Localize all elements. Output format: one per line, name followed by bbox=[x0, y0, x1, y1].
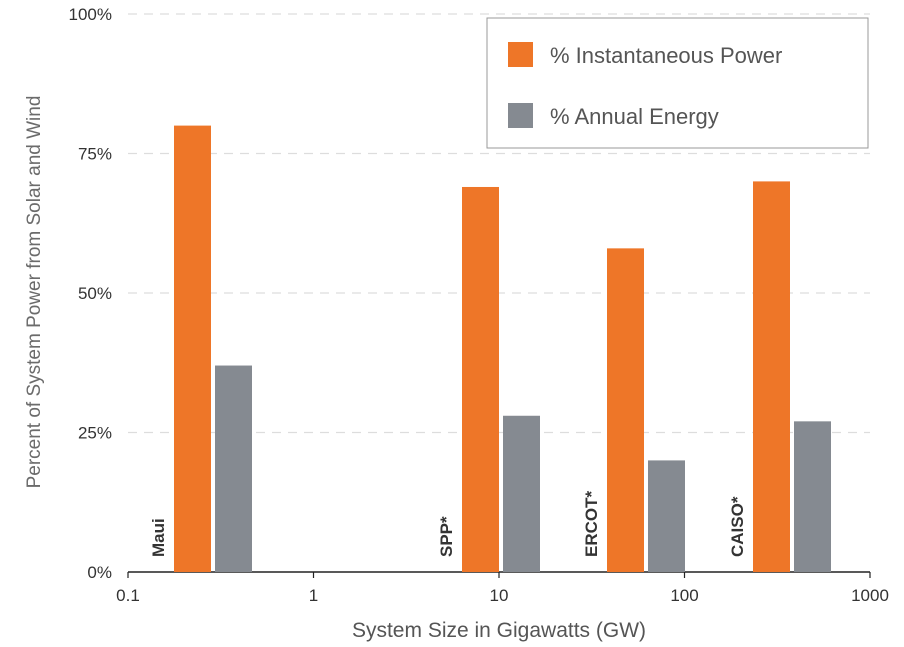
bar-ercot-instantaneous bbox=[607, 248, 644, 573]
x-tick-label-4: 1000 bbox=[851, 586, 889, 605]
bar-ercot-annual bbox=[648, 460, 685, 572]
legend-swatch-instantaneous bbox=[508, 42, 533, 67]
legend-label-annual: % Annual Energy bbox=[550, 104, 719, 129]
bar-spp-instantaneous bbox=[462, 186, 499, 573]
x-tick-label-0: 0.1 bbox=[116, 586, 140, 605]
bar-caiso-instantaneous bbox=[753, 181, 790, 572]
x-tick-labels: 0.1 1 10 100 1000 bbox=[116, 572, 889, 605]
x-tick-label-3: 100 bbox=[670, 586, 698, 605]
legend-box bbox=[486, 17, 869, 149]
category-labels: Maui SPP* ERCOT* CAISO* bbox=[149, 491, 747, 558]
category-label-maui: Maui bbox=[149, 518, 168, 557]
y-tick-label-4: 100% bbox=[69, 5, 112, 24]
category-label-ercot: ERCOT* bbox=[582, 491, 601, 558]
y-tick-label-2: 50% bbox=[78, 284, 112, 303]
bar-maui-instantaneous bbox=[174, 125, 211, 572]
category-label-spp: SPP* bbox=[437, 516, 456, 557]
legend: % Instantaneous Power % Annual Energy bbox=[486, 17, 869, 149]
legend-label-instantaneous: % Instantaneous Power bbox=[550, 43, 782, 68]
x-axis-label: System Size in Gigawatts (GW) bbox=[352, 619, 646, 642]
x-tick-label-2: 10 bbox=[490, 586, 509, 605]
y-tick-label-0: 0% bbox=[87, 563, 112, 582]
y-tick-labels: 0% 25% 50% 75% 100% bbox=[69, 5, 112, 582]
category-label-caiso: CAISO* bbox=[728, 496, 747, 557]
bar-maui-annual bbox=[215, 365, 252, 572]
y-tick-label-3: 75% bbox=[78, 145, 112, 164]
bar-caiso-annual bbox=[794, 421, 831, 572]
x-tick-label-1: 1 bbox=[309, 586, 318, 605]
legend-swatch-annual bbox=[508, 103, 533, 128]
y-axis-label: Percent of System Power from Solar and W… bbox=[24, 96, 45, 489]
y-tick-label-1: 25% bbox=[78, 424, 112, 443]
bars bbox=[174, 125, 831, 573]
bar-spp-annual bbox=[503, 415, 540, 572]
